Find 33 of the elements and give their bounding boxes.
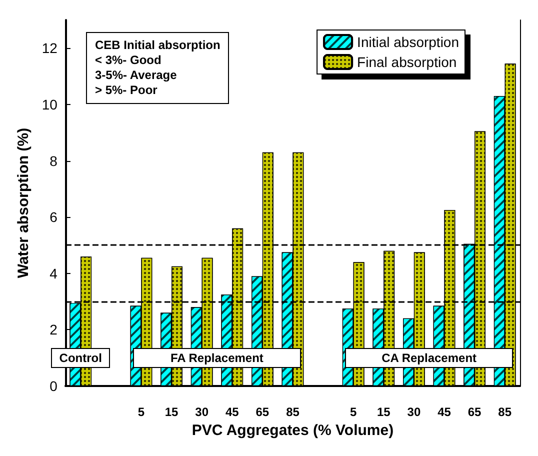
y-tick-label: 10: [42, 96, 58, 112]
y-tick-label: 6: [50, 209, 58, 226]
y-tick-label: 8: [50, 152, 58, 169]
x-tick-label: 65: [256, 405, 270, 419]
legend-label: Initial absorption: [357, 34, 459, 50]
x-tick-label: 30: [195, 405, 209, 419]
x-tick-label: 65: [468, 405, 482, 419]
y-axis-title: Water absorption (%): [15, 128, 32, 278]
x-tick-label: 45: [225, 405, 240, 419]
annotation: 3-5%- Average: [95, 68, 178, 83]
x-tick-label: 30: [407, 405, 421, 419]
label-box: Control: [51, 348, 110, 368]
x-tick-label: 5: [138, 405, 145, 419]
y-tick-label: 2: [50, 322, 58, 338]
annotation: CEB Initial absorption: [95, 38, 220, 53]
x-tick-label: 85: [498, 405, 512, 419]
annotation: < 3%- Good: [95, 53, 162, 68]
x-axis-title: PVC Aggregates (% Volume): [192, 422, 394, 439]
annotation: CA Replacement: [380, 350, 478, 365]
label-box: FA Replacement: [133, 348, 301, 368]
x-tick-label: 45: [438, 405, 452, 419]
label-box: CA Replacement: [345, 348, 513, 368]
x-tick-label: 15: [164, 405, 179, 419]
annotation: > 5%- Poor: [95, 83, 158, 98]
x-tick-label: 85: [286, 405, 300, 419]
x-tick-label: 5: [350, 405, 357, 419]
annotation: Control: [58, 350, 103, 365]
annotation: FA Replacement: [170, 350, 264, 365]
y-tick-label: 12: [42, 40, 58, 56]
x-tick-label: 15: [376, 405, 391, 419]
y-tick-label: 4: [50, 265, 58, 282]
legend-label: Final absorption: [357, 54, 457, 70]
y-tick-label: 0: [50, 378, 58, 394]
